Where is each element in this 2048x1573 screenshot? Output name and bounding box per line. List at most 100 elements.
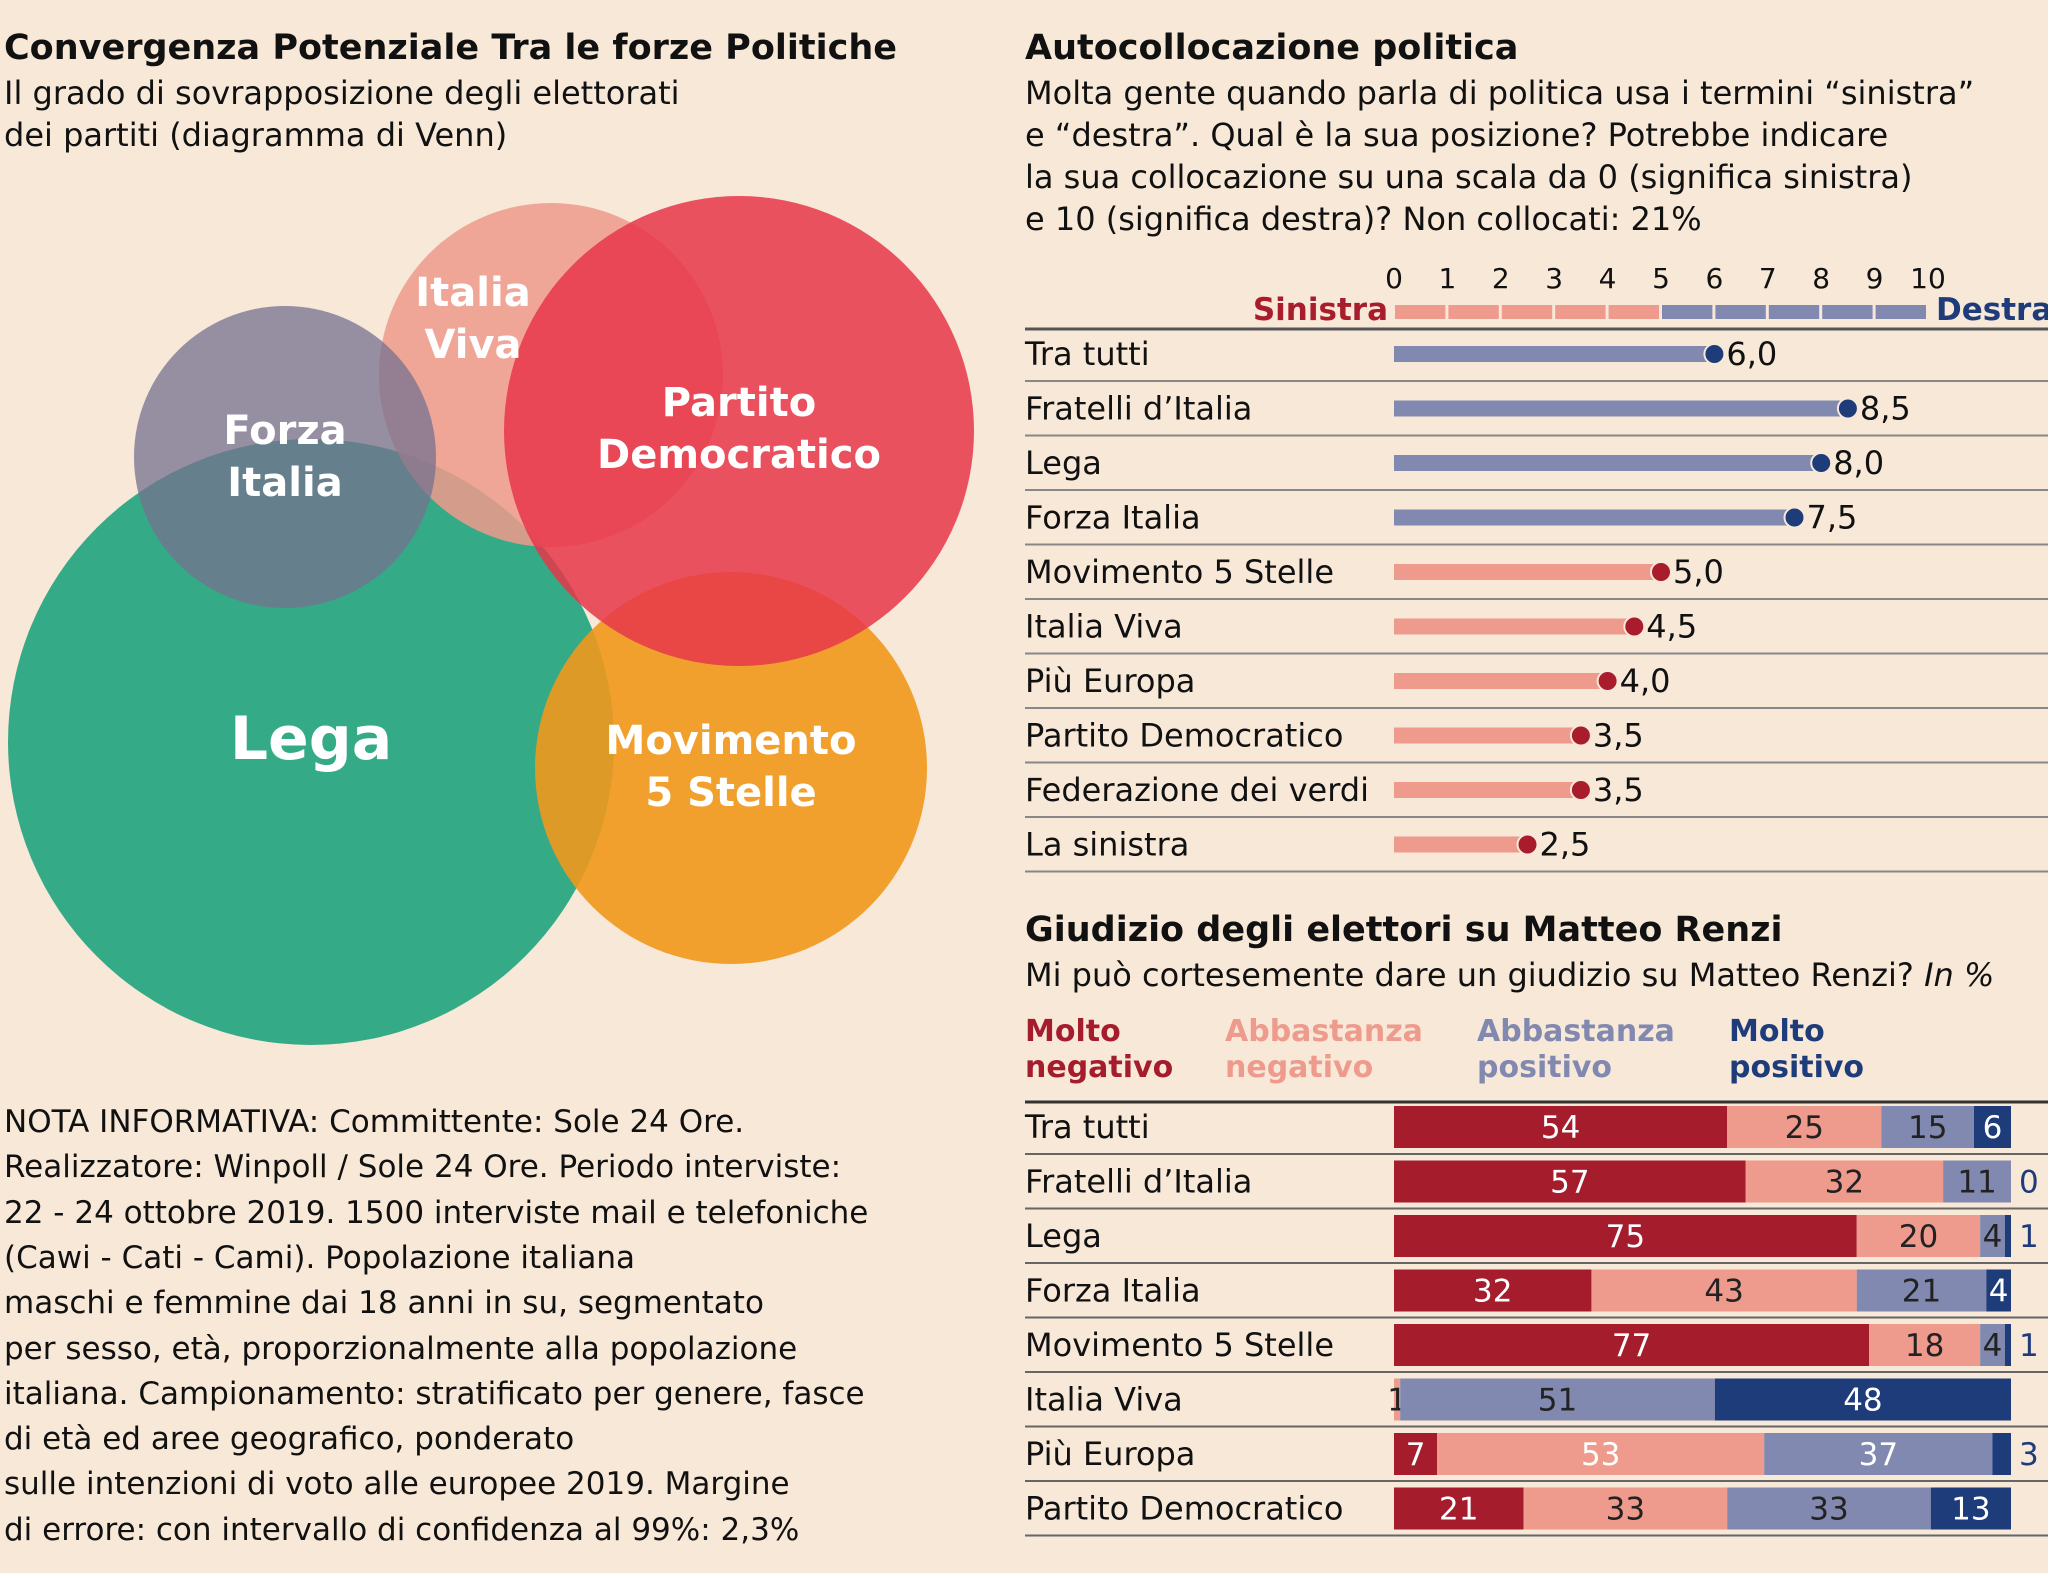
stacked-segment [1980,1215,2005,1257]
segment-label: 53 [1581,1437,1620,1473]
tick-label: 8 [1812,262,1830,295]
stacked-segment [2004,1324,2011,1366]
segment-label: 75 [1606,1219,1645,1255]
venn-label: Partito [662,380,816,426]
value-dot [1783,506,1806,529]
chart1-subtitle-line: e 10 (significa destra)? Non collocati: … [1025,200,1702,238]
legend-label: negativo [1025,1050,1173,1085]
legend-label: negativo [1225,1050,1373,1085]
row-label: Partito Democratico [1025,1490,1343,1528]
value-dot [1650,561,1672,583]
stacked-segment [1992,1433,2011,1475]
row-label: Partito Democratico [1025,717,1343,755]
value-dot [1703,343,1726,365]
value-dot [1516,833,1539,856]
row-label: Forza Italia [1025,1272,1201,1310]
value-label: 7,5 [1807,499,1858,537]
legend-label: Molto [1729,1014,1825,1049]
segment-label: 20 [1899,1219,1938,1255]
venn-label: Democratico [597,432,881,478]
venn-subtitle-1: Il grado di sovrapposizione degli eletto… [4,74,680,112]
row-label: Movimento 5 Stelle [1025,1326,1334,1364]
stacked-segment [1394,1269,1592,1312]
row-label: Forza Italia [1025,499,1201,537]
value-bar [1394,509,1795,526]
value-label: 4,5 [1646,608,1697,646]
legend-label: Molto [1025,1014,1121,1049]
tick-label: 2 [1492,262,1510,295]
value-bar [1394,673,1608,689]
value-dot [1596,670,1619,692]
stacked-segment [1394,1106,1728,1148]
segment-label: 43 [1704,1274,1743,1310]
scale-segment [1501,305,1553,319]
scale-segment [1875,305,1926,319]
segment-label: 18 [1905,1328,1944,1364]
tick-label: 6 [1705,262,1723,295]
venn-circle [504,196,974,666]
nota-line: Realizzatore: Winpoll / Sole 24 Ore. Per… [4,1149,842,1186]
stacked-segment [1727,1106,1882,1148]
stacked-segment [1394,1378,1401,1421]
sinistra-label: Sinistra [1253,292,1388,328]
venn-label: Forza [223,408,346,454]
value-label: 8,0 [1833,444,1884,482]
row-label: Italia Viva [1025,1381,1183,1419]
stacked-segment [1394,1324,1870,1366]
segment-label: 0 [2019,1165,2039,1201]
stacked-segment [1437,1433,1765,1475]
row-label: Tra tutti [1024,1108,1150,1146]
stacked-segment [1714,1378,2011,1421]
venn-label: Italia [415,270,530,316]
scale-segment [1608,305,1659,319]
segment-label: 4 [1983,1328,2003,1364]
stacked-segment [1727,1487,1931,1530]
row-label: Più Europa [1025,662,1195,700]
segment-label: 77 [1612,1328,1651,1364]
segment-label: 15 [1908,1110,1947,1146]
value-bar [1394,346,1715,362]
stacked-segment [1394,1215,1857,1257]
value-bar [1394,727,1581,744]
value-bar [1394,782,1581,798]
stacked-segment [1394,1160,1746,1203]
segment-label: 37 [1859,1437,1898,1473]
row-label: Lega [1025,1217,1102,1255]
stacked-segment [1869,1324,1981,1366]
segment-label: 21 [1902,1274,1941,1310]
tick-label: 5 [1652,262,1670,295]
segment-label: 6 [1983,1110,2003,1146]
value-dot [1836,397,1859,420]
segment-label: 57 [1550,1165,1589,1201]
scale-segment [1822,305,1873,319]
nota-line: di errore: con intervallo di confidenza … [4,1511,800,1548]
legend-label: positivo [1729,1050,1864,1085]
stacked-segment [1745,1160,1944,1203]
chart2-subtitle: Mi può cortesemente dare un giudizio su … [1025,954,1994,996]
nota-line: NOTA INFORMATIVA: Committente: Sole 24 O… [4,1104,745,1140]
nota-line: per sesso, età, proporzionalmente alla p… [4,1330,798,1367]
venn-label: Movimento [606,718,857,764]
stacked-segment [1930,1487,2011,1530]
value-dot [1810,452,1833,474]
value-label: 8,5 [1860,390,1911,428]
venn-circle [134,306,436,608]
segment-label: 13 [1951,1492,1990,1528]
stacked-segment [1980,1324,2005,1366]
segment-label: 25 [1785,1110,1824,1146]
stacked-segment [1591,1269,1857,1312]
segment-label: 32 [1825,1165,1864,1201]
value-label: 2,5 [1540,826,1591,864]
segment-label: 54 [1541,1110,1580,1146]
nota-line: sulle intenzioni di voto alle europee 20… [4,1466,790,1503]
value-label: 3,5 [1593,771,1644,809]
row-label: Più Europa [1025,1435,1195,1473]
destra-label: Destra [1936,292,2048,328]
segment-label: 4 [1989,1274,2009,1310]
venn-title: Convergenza Potenziale Tra le forze Poli… [4,28,897,68]
stacked-segment [1394,1487,1524,1530]
chart1-title: Autocollocazione politica [1025,28,1519,68]
segment-label: 1 [2019,1328,2039,1364]
segment-label: 33 [1809,1492,1848,1528]
